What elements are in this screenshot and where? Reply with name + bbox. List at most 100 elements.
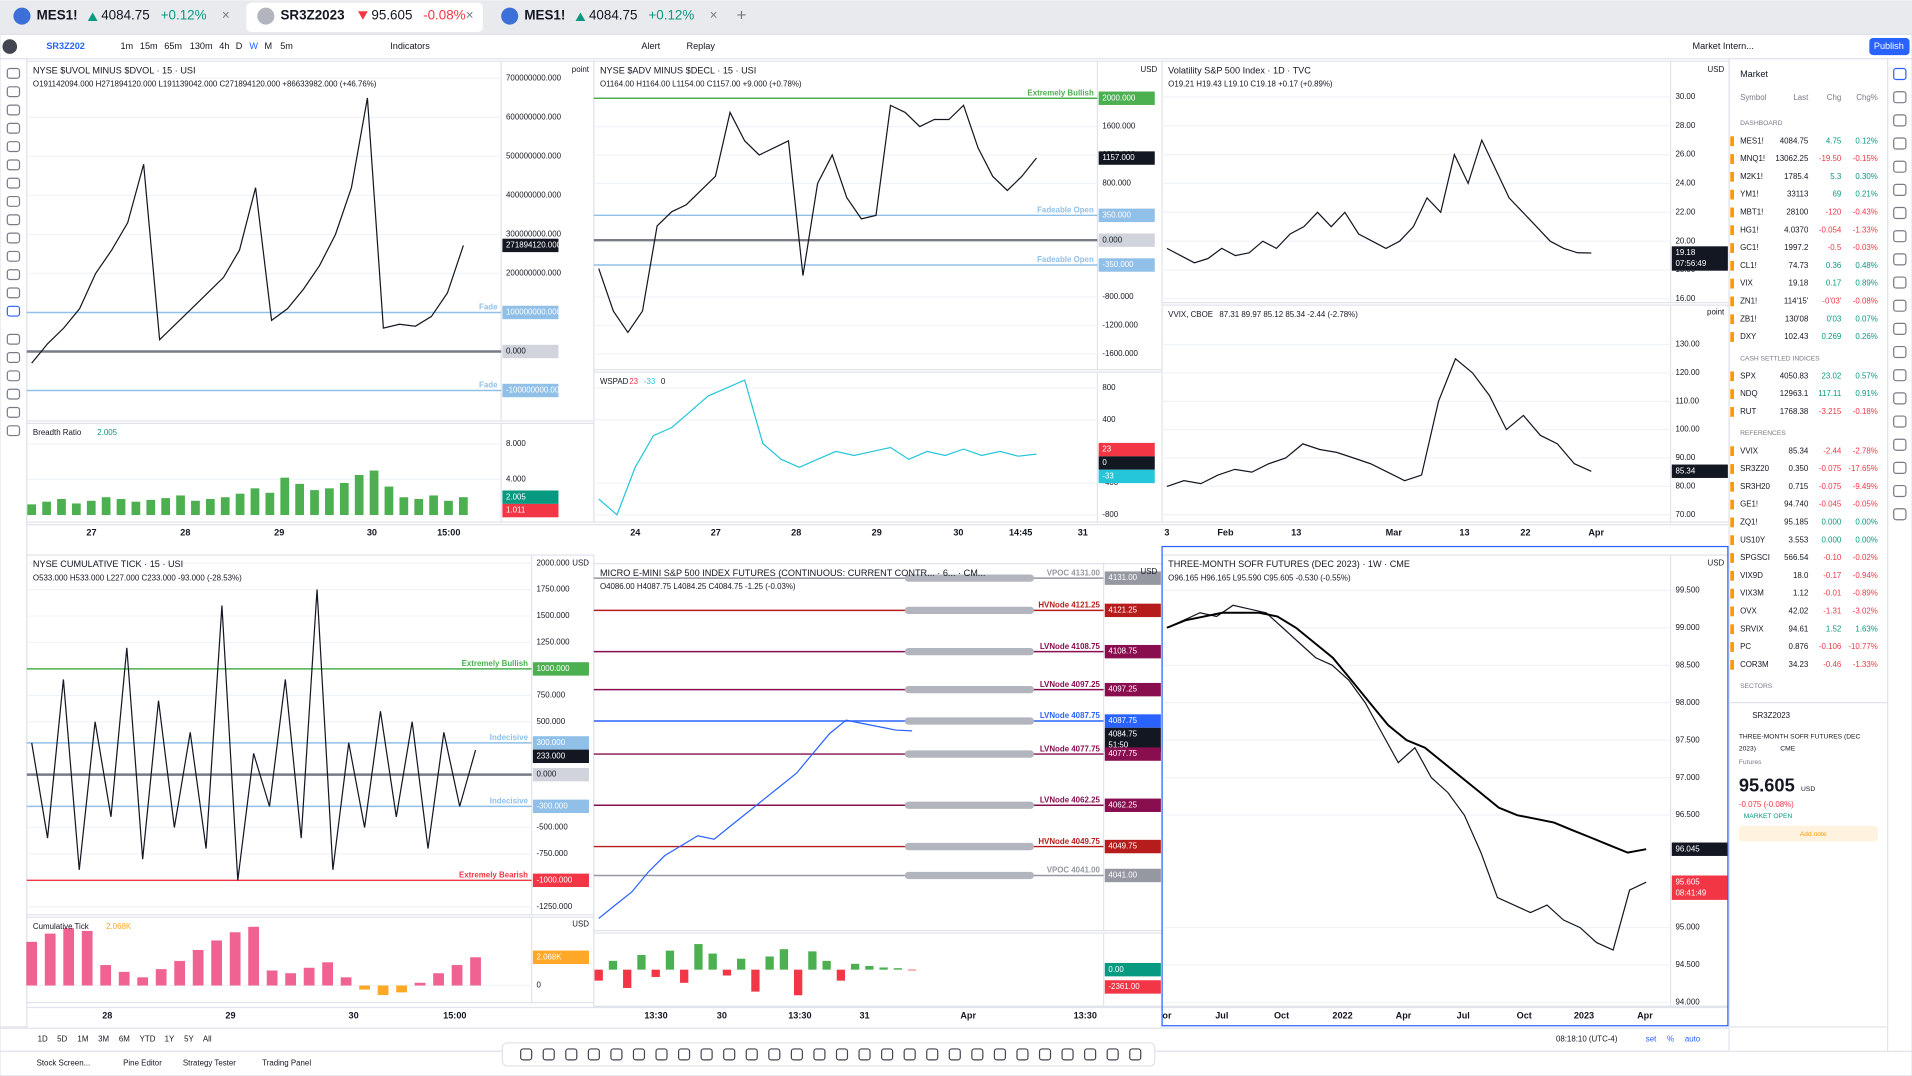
- tool-icon[interactable]: [6, 86, 21, 98]
- watchlist-cell[interactable]: ZB1!: [1740, 314, 1757, 323]
- bottom-tab[interactable]: Strategy Tester: [183, 1059, 236, 1068]
- range-button[interactable]: 3M: [98, 1034, 109, 1043]
- tab[interactable]: [490, 2, 727, 32]
- tab[interactable]: [246, 2, 483, 32]
- side-icon[interactable]: [1893, 508, 1907, 521]
- drawing-tool[interactable]: [948, 1048, 961, 1061]
- tab-close[interactable]: ×: [710, 8, 718, 23]
- drawing-tool[interactable]: [745, 1048, 758, 1061]
- watchlist-cell[interactable]: HG1!: [1740, 225, 1758, 234]
- watchlist-cell[interactable]: VVIX: [1740, 446, 1759, 455]
- side-icon[interactable]: [1893, 484, 1907, 498]
- watchlist-cell[interactable]: OVX: [1740, 607, 1757, 616]
- layout-button[interactable]: Market Intern...: [1693, 41, 1754, 51]
- tool-icon[interactable]: [6, 141, 21, 153]
- side-icon[interactable]: [1893, 230, 1907, 243]
- watchlist-cell[interactable]: ZQ1!: [1740, 517, 1758, 526]
- tool-icon[interactable]: [6, 388, 21, 400]
- side-icon[interactable]: [1893, 253, 1907, 266]
- drawing-tool[interactable]: [587, 1048, 600, 1061]
- tool-icon[interactable]: [6, 333, 21, 345]
- note-bg[interactable]: [1738, 825, 1878, 842]
- drawing-tool[interactable]: [700, 1048, 713, 1061]
- watchlist-cell[interactable]: US10Y: [1740, 535, 1766, 544]
- watchlist-cell[interactable]: SRVIX: [1740, 624, 1764, 633]
- bottom-tab[interactable]: Stock Screen...: [37, 1059, 91, 1068]
- drawing-tool[interactable]: [993, 1048, 1006, 1061]
- bottom-tab[interactable]: Trading Panel: [262, 1059, 311, 1068]
- side-icon[interactable]: [1893, 415, 1907, 428]
- add-note[interactable]: Add note: [1800, 831, 1827, 838]
- tool-icon[interactable]: [6, 177, 21, 189]
- tool-icon[interactable]: [6, 159, 21, 171]
- symbol-search[interactable]: SR3Z202: [46, 41, 85, 51]
- alert-button[interactable]: Alert: [641, 41, 660, 51]
- watchlist-cell[interactable]: ZN1!: [1740, 297, 1757, 306]
- watchlist-cell[interactable]: NDQ: [1740, 389, 1758, 398]
- watchlist-title[interactable]: Market: [1740, 69, 1768, 79]
- publish-button[interactable]: Publish: [1874, 41, 1904, 51]
- drawing-tool[interactable]: [790, 1048, 803, 1061]
- watchlist-cell[interactable]: GE1!: [1740, 500, 1758, 509]
- replay-button[interactable]: Replay: [687, 41, 716, 51]
- side-icon[interactable]: [1893, 67, 1907, 81]
- watchlist-cell[interactable]: VIX3M: [1740, 589, 1764, 598]
- drawing-tool[interactable]: [1106, 1048, 1119, 1061]
- drawing-tool[interactable]: [565, 1048, 578, 1061]
- range-button[interactable]: All: [203, 1034, 212, 1043]
- side-icon[interactable]: [1893, 299, 1907, 312]
- range-button[interactable]: YTD: [140, 1034, 156, 1043]
- scale-toggle[interactable]: %: [1667, 1034, 1674, 1043]
- side-icon[interactable]: [1893, 183, 1907, 196]
- watchlist-cell[interactable]: GC1!: [1740, 243, 1758, 252]
- tool-icon[interactable]: [6, 67, 21, 79]
- drawing-tool[interactable]: [768, 1048, 781, 1061]
- drawing-tool[interactable]: [835, 1048, 849, 1061]
- tool-icon[interactable]: [6, 287, 21, 299]
- tool-icon[interactable]: [6, 425, 21, 437]
- tool-icon[interactable]: [6, 250, 21, 262]
- tool-icon[interactable]: [6, 195, 21, 207]
- tab-close[interactable]: ×: [466, 8, 474, 23]
- interval[interactable]: 4h: [219, 41, 229, 51]
- side-icon[interactable]: [1893, 137, 1907, 150]
- interval[interactable]: 5m: [280, 41, 293, 51]
- watchlist-cell[interactable]: MBT1!: [1740, 208, 1763, 217]
- side-icon[interactable]: [1893, 276, 1907, 289]
- watchlist-cell[interactable]: SR3H20: [1740, 482, 1770, 491]
- tool-icon[interactable]: [6, 269, 21, 281]
- tab-close[interactable]: ×: [222, 8, 230, 23]
- drawing-tool[interactable]: [858, 1048, 871, 1061]
- scale-toggle[interactable]: auto: [1685, 1034, 1701, 1043]
- interval[interactable]: 15m: [140, 41, 158, 51]
- new-tab[interactable]: +: [737, 6, 747, 25]
- watchlist-cell[interactable]: MES1!: [1740, 136, 1764, 145]
- drawing-tool[interactable]: [903, 1048, 916, 1061]
- indicators-button[interactable]: Indicators: [390, 41, 430, 51]
- side-icon[interactable]: [1893, 114, 1907, 127]
- drawing-tool[interactable]: [1038, 1048, 1052, 1061]
- drawing-tool[interactable]: [542, 1048, 555, 1061]
- watchlist-cell[interactable]: PC: [1740, 642, 1751, 651]
- side-icon[interactable]: [1893, 345, 1907, 359]
- tool-icon[interactable]: [6, 104, 21, 116]
- watchlist-cell[interactable]: VIX: [1740, 279, 1753, 288]
- side-icon[interactable]: [1893, 438, 1907, 451]
- range-button[interactable]: 1D: [38, 1034, 48, 1043]
- watchlist-cell[interactable]: COR3M: [1740, 660, 1769, 669]
- interval[interactable]: 65m: [164, 41, 182, 51]
- interval[interactable]: 1m: [120, 41, 133, 51]
- watchlist-cell[interactable]: MNQ1!: [1740, 154, 1765, 163]
- tool-icon[interactable]: [6, 370, 21, 382]
- tool-icon[interactable]: [6, 232, 21, 244]
- interval[interactable]: 130m: [190, 41, 213, 51]
- tab[interactable]: [2, 2, 239, 32]
- publish-bg[interactable]: [1869, 38, 1910, 56]
- drawing-tool[interactable]: [1084, 1048, 1097, 1061]
- interval[interactable]: M: [264, 41, 272, 51]
- drawing-tool[interactable]: [632, 1048, 646, 1061]
- tool-icon[interactable]: [6, 214, 21, 226]
- watchlist-cell[interactable]: RUT: [1740, 407, 1756, 416]
- drawing-tool[interactable]: [1129, 1048, 1142, 1061]
- drawing-tool[interactable]: [881, 1048, 894, 1061]
